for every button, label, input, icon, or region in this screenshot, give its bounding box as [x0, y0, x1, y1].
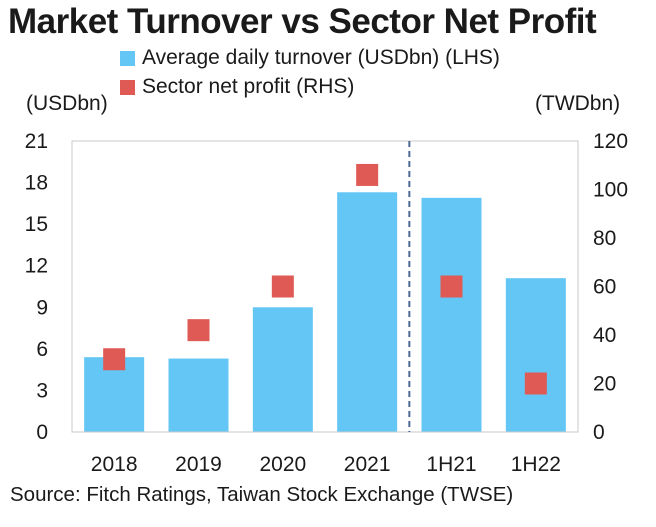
right-axis-tick-label: 100: [593, 179, 628, 202]
x-axis-tick-label: 1H21: [426, 453, 476, 476]
x-axis-tick-label: 2021: [344, 453, 391, 476]
right-axis-tick-label: 40: [593, 324, 616, 347]
left-axis-tick-label: 9: [36, 296, 48, 319]
marker-net-profit-2019: [187, 319, 210, 342]
legend-swatch-turnover: [120, 50, 135, 66]
bar-turnover-2019: [168, 358, 229, 432]
x-axis-tick-label: 1H22: [511, 453, 561, 476]
left-axis-unit: (USDbn): [26, 92, 108, 115]
legend-item-turnover: Average daily turnover (USDbn) (LHS): [120, 46, 500, 70]
bar-turnover-2021: [337, 192, 398, 432]
left-axis-tick-label: 3: [36, 379, 48, 402]
right-axis-tick-label: 20: [593, 373, 616, 396]
x-axis-tick-label: 2020: [259, 453, 306, 476]
source-note: Source: Fitch Ratings, Taiwan Stock Exch…: [10, 483, 514, 506]
left-axis-tick-label: 15: [25, 213, 48, 236]
bar-turnover-1h22: [505, 278, 566, 432]
bar-turnover-2020: [252, 307, 313, 432]
legend-label-turnover: Average daily turnover (USDbn) (LHS): [142, 46, 500, 69]
legend-item-net-profit: Sector net profit (RHS): [120, 75, 354, 99]
left-axis-tick-label: 18: [25, 172, 48, 195]
right-axis-tick-label: 0: [593, 421, 605, 444]
left-axis-tick-label: 12: [25, 255, 48, 278]
left-axis-tick-label: 6: [36, 338, 48, 361]
plot-frame: [71, 140, 579, 433]
marker-net-profit-1h21: [440, 275, 463, 298]
x-axis-tick-label: 2019: [175, 453, 222, 476]
right-axis-tick-label: 60: [593, 276, 616, 299]
marker-net-profit-2020: [271, 275, 294, 298]
legend-swatch-net-profit: [120, 79, 135, 95]
marker-net-profit-2018: [103, 348, 126, 371]
left-axis-tick-label: 21: [25, 130, 48, 153]
marker-net-profit-1h22: [524, 372, 547, 395]
right-axis-tick-label: 80: [593, 227, 616, 250]
right-axis-unit: (TWDbn): [535, 92, 621, 115]
marker-net-profit-2021: [356, 163, 379, 186]
x-axis-tick-label: 2018: [91, 453, 138, 476]
chart-title: Market Turnover vs Sector Net Profit: [8, 2, 597, 41]
left-axis-tick-label: 0: [36, 421, 48, 444]
right-axis-tick-label: 120: [593, 130, 628, 153]
legend-label-net-profit: Sector net profit (RHS): [142, 75, 355, 98]
bar-turnover-1h21: [421, 197, 482, 432]
